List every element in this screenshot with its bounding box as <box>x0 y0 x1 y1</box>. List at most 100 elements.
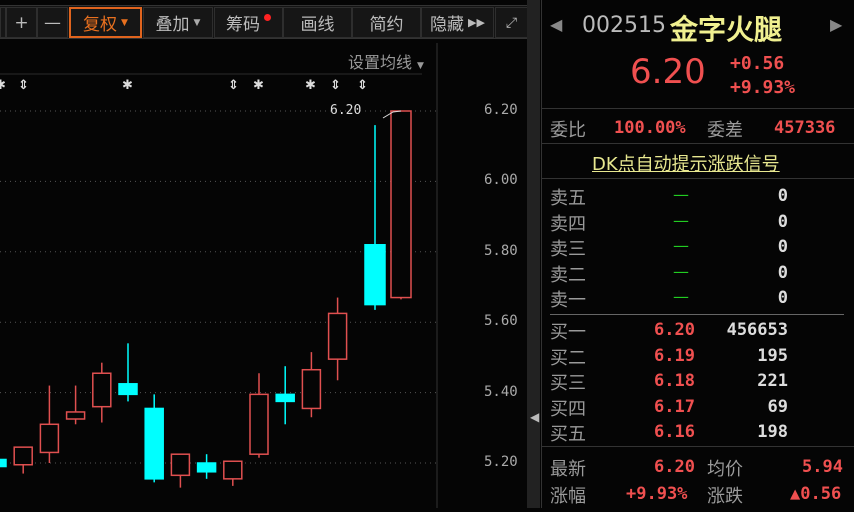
order-volume: 0 <box>777 262 788 283</box>
order-volume: 69 <box>767 396 788 417</box>
updown-marker-icon[interactable]: ⇕ <box>357 78 368 93</box>
order-price: 6.16 <box>654 422 695 443</box>
order-level-label: 买一 <box>550 322 586 343</box>
last-price-label: 6.20 <box>330 103 362 118</box>
order-price: 6.17 <box>654 396 695 417</box>
order-price: 6.18 <box>654 371 695 392</box>
collapse-handle-icon[interactable]: ◀ <box>530 410 540 424</box>
candle-down <box>196 462 217 473</box>
candle-down <box>0 458 7 468</box>
order-price: 6.20 <box>654 320 695 340</box>
kline-chart[interactable]: 设置均线 ▼ 6.20 6.20 6.00 5.80 5.60 5.40 5.20 ✱ ⇕ ✱ ⇕… <box>0 40 527 508</box>
stock-name: 金字火腿 <box>670 13 783 46</box>
empty-price-dash: — <box>673 261 689 281</box>
chg-value: ▲0.56 <box>790 484 842 504</box>
avg-label: 均价 <box>707 459 743 480</box>
order-volume: 198 <box>757 422 788 443</box>
candle-up <box>327 312 348 360</box>
order-level-label: 买三 <box>550 373 586 395</box>
hide-label: 隐藏 <box>430 15 465 35</box>
order-volume: 0 <box>777 211 788 232</box>
candle-down <box>118 383 138 396</box>
updown-marker-icon[interactable]: ⇕ <box>18 78 29 93</box>
order-volume: 195 <box>757 345 788 366</box>
toolbar-edge <box>0 7 6 38</box>
updown-marker-icon[interactable]: ⇕ <box>330 78 341 93</box>
order-level-label: 卖二 <box>550 264 586 286</box>
current-price: 6.20 <box>630 52 706 92</box>
chart-toolbar: + — 复权 ▼ 叠加 ▼ 筹码 画线 简约 隐藏 ▶▶ ⤢ <box>0 5 530 39</box>
price-change: +0.56 <box>730 53 785 74</box>
weicha-label: 委差 <box>707 120 743 141</box>
order-level-label: 卖三 <box>550 239 586 261</box>
y-tick-label: 5.40 <box>484 383 518 400</box>
order-volume: 456653 <box>726 320 788 340</box>
notification-dot <box>264 14 271 21</box>
weibi-label: 委比 <box>550 120 586 141</box>
chg-label: 涨跌 <box>707 486 743 507</box>
candle-up <box>249 393 269 455</box>
draw-line-button[interactable]: 画线 <box>283 7 352 38</box>
avg-value: 5.94 <box>802 457 843 477</box>
pct-value: +9.93% <box>626 484 688 504</box>
fuquan-dropdown[interactable]: 复权 ▼ <box>69 7 142 38</box>
y-tick-label: 6.00 <box>484 172 518 189</box>
order-level-label: 卖五 <box>550 188 586 209</box>
fullscreen-icon[interactable]: ⤢ <box>495 7 528 38</box>
candle-down <box>275 393 295 403</box>
chevron-down-icon: ▼ <box>121 17 128 28</box>
hide-button[interactable]: 隐藏 ▶▶ <box>421 7 494 38</box>
candle-down <box>144 407 164 480</box>
candle-up <box>13 446 33 466</box>
order-price: 6.19 <box>654 345 695 366</box>
stock-code: 002515 <box>582 13 666 38</box>
order-level-label: 买四 <box>550 398 586 420</box>
overlay-dropdown[interactable]: 叠加 ▼ <box>143 7 213 38</box>
order-level-label: 买二 <box>550 347 586 369</box>
double-arrow-right-icon: ▶▶ <box>468 16 485 29</box>
zoom-out-button[interactable]: — <box>37 7 68 38</box>
order-volume: 0 <box>777 186 788 206</box>
order-volume: 0 <box>777 237 788 258</box>
last-price-pointer <box>382 110 402 119</box>
chart-scrollbar[interactable]: ◀ <box>527 0 540 508</box>
order-level-label: 卖四 <box>550 213 586 235</box>
simple-mode-button[interactable]: 简约 <box>352 7 421 38</box>
asterisk-marker-icon[interactable]: ✱ <box>122 78 133 93</box>
updown-marker-icon[interactable]: ⇕ <box>228 78 239 93</box>
empty-price-dash: — <box>673 236 689 256</box>
empty-price-dash: — <box>673 287 689 307</box>
next-stock-icon[interactable]: ▶ <box>830 15 843 34</box>
y-tick-label: 5.80 <box>484 242 518 259</box>
candle-up <box>65 411 86 420</box>
pct-label: 涨幅 <box>550 486 586 507</box>
order-level-label: 卖一 <box>550 290 586 312</box>
chips-button[interactable]: 筹码 <box>214 7 283 38</box>
quote-panel: ◀ 002515 金字火腿 ▶ 6.20 +0.56 +9.93% 委比 100… <box>541 0 854 508</box>
chips-label: 筹码 <box>226 15 260 35</box>
empty-price-dash: — <box>673 210 689 230</box>
chevron-down-icon: ▼ <box>417 61 424 71</box>
asterisk-marker-icon[interactable]: ✱ <box>253 78 264 93</box>
fuquan-label: 复权 <box>83 15 118 35</box>
latest-value: 6.20 <box>654 457 695 477</box>
order-level-label: 买五 <box>550 424 586 446</box>
dk-signal-link[interactable]: DK点自动提示涨跌信号 <box>592 154 780 175</box>
weibi-value: 100.00% <box>614 118 686 138</box>
ma-settings-dropdown[interactable]: 设置均线 ▼ <box>348 49 424 73</box>
order-volume: 0 <box>777 288 788 309</box>
y-tick-label: 5.60 <box>484 313 518 330</box>
price-change-pct: +9.93% <box>730 77 796 98</box>
order-volume: 221 <box>757 371 788 392</box>
candle-up <box>39 423 60 454</box>
prev-stock-icon[interactable]: ◀ <box>550 15 563 34</box>
zoom-in-button[interactable]: + <box>6 7 37 38</box>
candle-up <box>223 460 243 480</box>
asterisk-marker-icon[interactable]: ✱ <box>0 78 6 93</box>
latest-label: 最新 <box>550 459 586 480</box>
empty-price-dash: — <box>673 185 689 204</box>
chevron-down-icon: ▼ <box>193 17 201 28</box>
overlay-label: 叠加 <box>155 15 190 35</box>
asterisk-marker-icon[interactable]: ✱ <box>305 78 316 93</box>
weicha-value: 457336 <box>774 118 836 138</box>
